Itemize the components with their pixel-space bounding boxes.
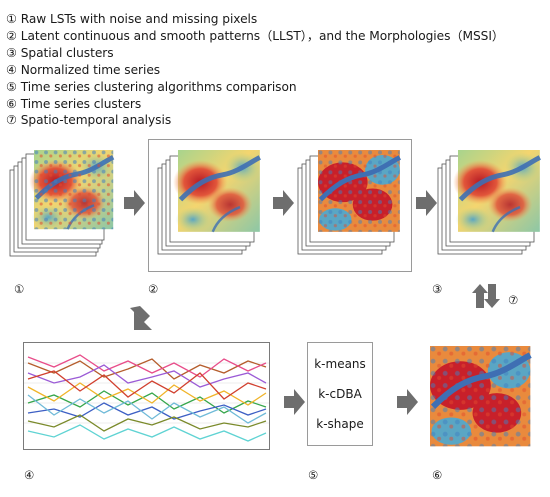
time-series-plot bbox=[24, 354, 269, 442]
mssi-stack bbox=[297, 150, 400, 255]
legend-item-1: ① Raw LSTs with noise and missing pixels bbox=[6, 12, 258, 26]
llst-stack bbox=[157, 150, 260, 255]
arrow-bidirectional-7 bbox=[472, 284, 500, 308]
arrow-diagonal-to-4 bbox=[130, 306, 152, 330]
legend-item-6: ⑥ Time series clusters bbox=[6, 96, 142, 111]
step-number-6: ⑥ bbox=[432, 468, 443, 482]
legend-item-5: ⑤ Time series clustering algorithms comp… bbox=[6, 79, 297, 94]
step-number-7: ⑦ bbox=[508, 293, 519, 307]
arrow-2-mssi bbox=[273, 190, 294, 216]
step-number-5: ⑤ bbox=[308, 468, 319, 482]
step-number-1: ① bbox=[14, 282, 25, 296]
algorithm-k-means: k-means bbox=[314, 357, 366, 371]
step-number-2: ② bbox=[148, 282, 159, 296]
algorithm-k-cdba: k-cDBA bbox=[318, 387, 362, 401]
spatial-clusters-stack bbox=[437, 150, 540, 255]
legend-item-3: ③ Spatial clusters bbox=[6, 45, 114, 60]
normalized-time-series-chart bbox=[23, 342, 270, 450]
legend: ① Raw LSTs with noise and missing pixels… bbox=[6, 11, 536, 129]
step-number-3: ③ bbox=[432, 282, 443, 296]
legend-item-4: ④ Normalized time series bbox=[6, 62, 161, 77]
algorithms-box: k-means k-cDBA k-shape bbox=[307, 342, 373, 446]
arrow-2-3 bbox=[416, 190, 437, 216]
arrow-5-6 bbox=[397, 389, 418, 415]
step-2-frame bbox=[148, 139, 412, 272]
legend-item-2: ② Latent continuous and smooth patterns（… bbox=[6, 28, 505, 43]
algorithm-k-shape: k-shape bbox=[316, 417, 364, 431]
step-number-4: ④ bbox=[24, 468, 35, 482]
legend-item-7: ⑦ Spatio-temporal analysis bbox=[6, 113, 172, 128]
arrow-1-2 bbox=[124, 190, 145, 216]
time-series-cluster-map bbox=[430, 346, 530, 446]
arrow-4-5 bbox=[284, 389, 305, 415]
raw-lst-stack bbox=[9, 150, 113, 257]
